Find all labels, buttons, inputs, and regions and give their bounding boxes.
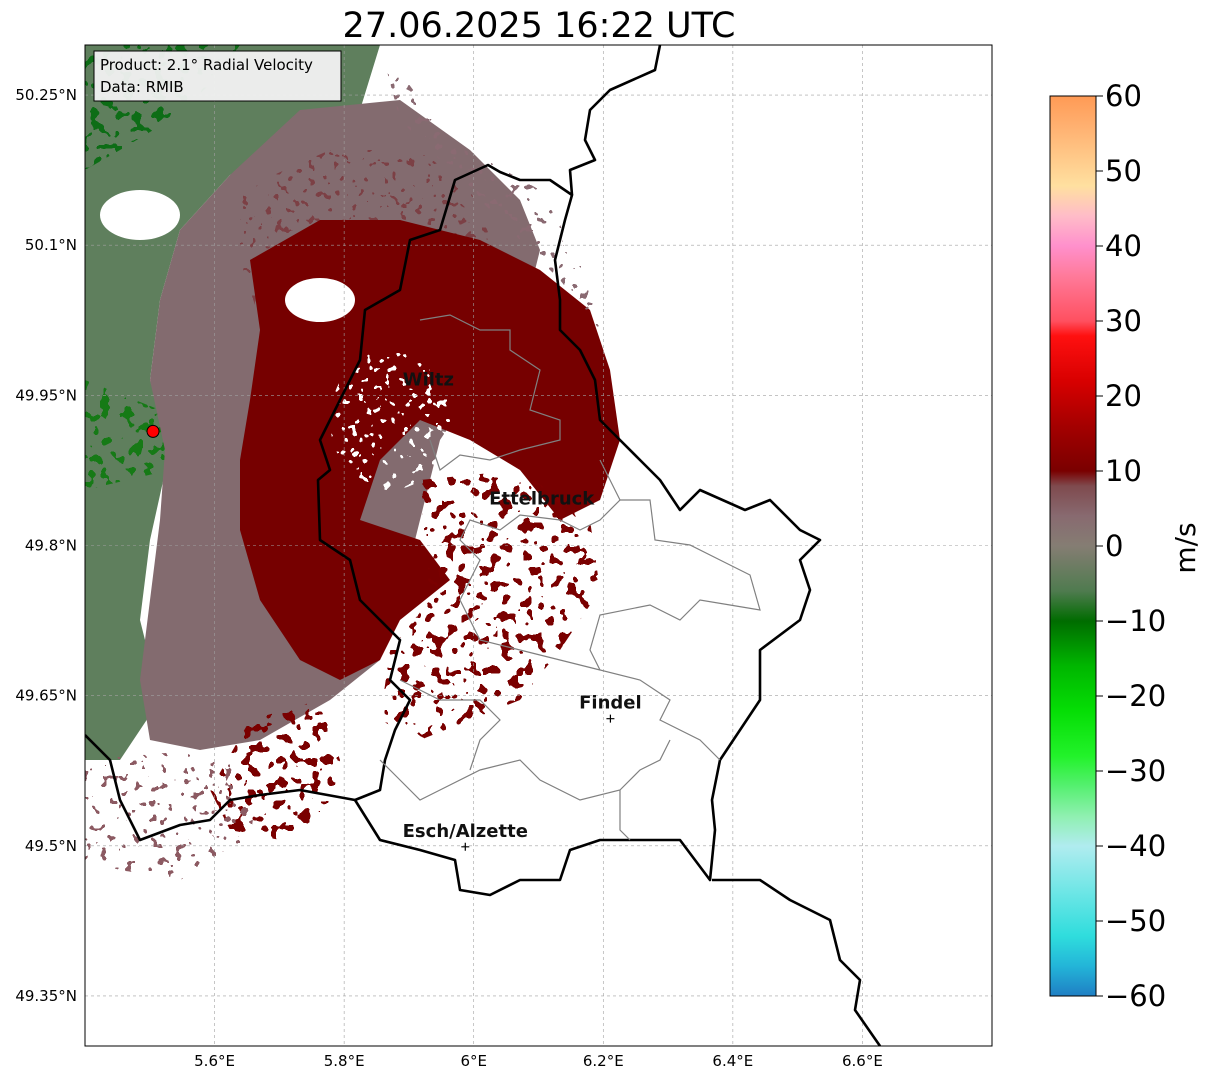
colorbar-tick-label: 0 [1105, 529, 1123, 563]
radar-site-marker [146, 424, 160, 438]
colorbar-tick-label: −60 [1105, 979, 1166, 1013]
district-borders [379, 314, 761, 841]
district-south [379, 739, 671, 801]
district-east [589, 499, 761, 761]
map-title: 27.06.2025 16:22 UTC [343, 6, 736, 46]
border-france-west [85, 734, 356, 842]
border-luxembourg [316, 163, 822, 897]
lat-tick-label: 49.65°N [15, 687, 77, 705]
colorbar-ticks: 60 50 40 30 20 10 0 −10 −20 −30 −40 −50 −60 [1096, 79, 1166, 1013]
echo-dark-green-west [85, 380, 170, 490]
echo-dark-red-scatter-east [380, 470, 600, 740]
colorbar: 60 50 40 30 20 10 0 −10 −20 −30 −40 −50 −60 m/s [1049, 79, 1202, 1013]
district-southwest [399, 679, 501, 771]
longitude-axis: 5.6°E 5.8°E 6°E 6.2°E 6.4°E 6.6°E [194, 1052, 883, 1070]
city-label: Esch/Alzette [403, 821, 528, 842]
lon-tick-label: 6°E [460, 1052, 487, 1070]
lat-tick-label: 49.5°N [25, 837, 77, 855]
colorbar-tick-label: −10 [1105, 604, 1166, 638]
colorbar-tick-label: −40 [1105, 829, 1166, 863]
colorbar-tick-label: 50 [1105, 154, 1142, 188]
colorbar-tick-label: 40 [1105, 229, 1142, 263]
lon-tick-label: 6.6°E [842, 1052, 883, 1070]
colorbar-tick-label: −30 [1105, 754, 1166, 788]
echo-gap-west [100, 190, 180, 240]
lon-tick-label: 5.8°E [324, 1052, 365, 1070]
map-plot-area: Wiltz Ettelbruck Findel Esch/Alzette [85, 45, 992, 1046]
lat-tick-label: 50.25°N [15, 86, 77, 104]
colorbar-bar [1049, 95, 1097, 997]
city-label: Findel [579, 693, 642, 714]
echo-grey-scatter-south [85, 750, 260, 880]
info-box: Product: 2.1° Radial Velocity Data: RMIB [93, 50, 342, 102]
lat-tick-label: 49.8°N [25, 537, 77, 555]
country-borders [85, 45, 882, 1046]
lat-tick-label: 49.35°N [15, 987, 77, 1005]
echo-gap-center [330, 350, 450, 490]
colorbar-tick-label: 10 [1105, 454, 1142, 488]
city-marker [606, 714, 615, 723]
radar-echo-field [85, 45, 620, 880]
district-southeast [619, 790, 631, 841]
colorbar-tick-label: −20 [1105, 679, 1166, 713]
colorbar-tick-label: 30 [1105, 304, 1142, 338]
city-label: Ettelbruck [489, 488, 595, 509]
colorbar-tick-label: 20 [1105, 379, 1142, 413]
info-product: Product: 2.1° Radial Velocity [100, 56, 313, 74]
latitude-axis: 50.25°N 50.1°N 49.95°N 49.8°N 49.65°N 49.5°N 4… [15, 86, 77, 1005]
lat-tick-label: 50.1°N [25, 236, 77, 254]
lon-tick-label: 6.2°E [583, 1052, 624, 1070]
lat-tick-label: 49.95°N [15, 386, 77, 404]
district-center [459, 459, 621, 671]
echo-dark-red-core [240, 220, 620, 680]
border-germany-southeast [712, 878, 882, 1046]
city-label: Wiltz [403, 369, 454, 390]
lon-tick-label: 6.4°E [712, 1052, 753, 1070]
map-frame [84, 44, 993, 1047]
echo-north-spread [380, 45, 600, 330]
city-marker [461, 842, 470, 851]
colorbar-label: m/s [1169, 522, 1202, 573]
border-germany-east [568, 45, 662, 196]
map-overlays: Wiltz Ettelbruck Findel Esch/Alzette [146, 369, 642, 851]
colorbar-tick-label: 60 [1105, 79, 1142, 113]
lon-tick-label: 5.6°E [194, 1052, 235, 1070]
info-data-source: Data: RMIB [100, 78, 184, 96]
echo-gap-north [285, 278, 355, 322]
district-north [419, 314, 561, 471]
colorbar-tick-label: −50 [1105, 904, 1166, 938]
